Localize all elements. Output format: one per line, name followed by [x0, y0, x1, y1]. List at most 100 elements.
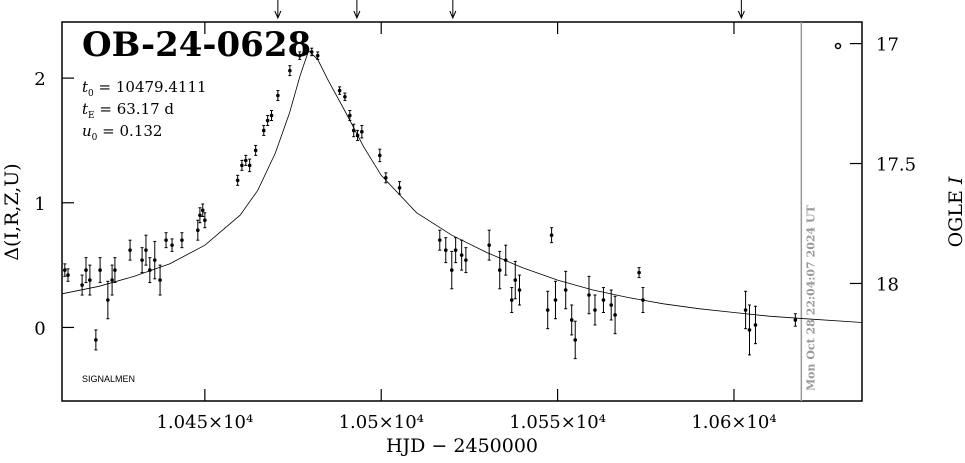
data-point [253, 148, 258, 153]
model-curve [61, 49, 863, 323]
data-point [152, 258, 157, 262]
data-point [464, 258, 468, 262]
data-point [355, 133, 360, 138]
param-symbol: u [82, 122, 92, 140]
data-point [613, 313, 617, 317]
param-value: = 63.17 d [95, 100, 175, 118]
data-point [747, 328, 752, 332]
data-point [503, 258, 508, 262]
param-subscript: E [88, 111, 95, 121]
data-point [641, 298, 645, 302]
y-tick-label: 0 [34, 318, 45, 339]
data-point [276, 93, 280, 98]
data-point [513, 278, 518, 282]
param-text: u0 = 0.132 [82, 122, 162, 143]
x-tick-label: 1.055×10⁴ [509, 412, 606, 433]
data-point [637, 270, 641, 275]
event-arrow [353, 0, 361, 20]
data-point [309, 50, 314, 54]
data-point [110, 278, 114, 282]
data-point [164, 238, 168, 242]
y2-axis-label: OGLE I [945, 176, 965, 247]
data-point [743, 308, 748, 312]
data-point [288, 68, 292, 73]
corner-marker [834, 42, 842, 50]
data-point [337, 88, 342, 93]
data-point [315, 53, 320, 58]
data-point [378, 153, 382, 158]
plot-frame [61, 21, 863, 402]
param-symbol: t [82, 100, 89, 118]
data-point [203, 218, 207, 223]
data-point [140, 258, 144, 262]
data-point [549, 233, 554, 237]
data-point [553, 298, 558, 302]
data-point [66, 273, 70, 277]
chart-title: OB-24-0628 [82, 25, 311, 65]
data-point [563, 288, 568, 292]
data-point [113, 268, 117, 272]
data-point [63, 268, 67, 272]
data-point [240, 163, 244, 168]
data-point [609, 303, 614, 307]
data-point [297, 53, 302, 58]
data-point [158, 278, 162, 282]
data-point [243, 158, 248, 163]
data-point [593, 308, 597, 312]
data-point [348, 113, 352, 118]
data-point [587, 293, 591, 297]
param-value: = 0.132 [97, 122, 162, 140]
data-point [343, 95, 347, 99]
footnote: SIGNALMEN [82, 374, 135, 384]
data-point [247, 163, 252, 168]
data-point [170, 243, 174, 247]
param-subscript: 0 [88, 89, 94, 99]
x-tick-label: 1.05×10⁴ [339, 412, 424, 433]
y-tick-label: 1 [34, 194, 45, 215]
y2-axis-label-symbol: I [945, 176, 965, 185]
data-point [180, 238, 184, 242]
data-point [753, 323, 758, 327]
data-point [497, 268, 502, 272]
event-arrow [274, 0, 282, 20]
data-point [793, 318, 798, 322]
data-point [360, 129, 364, 134]
data-point [98, 268, 102, 272]
data-point [265, 118, 270, 123]
data-point [200, 208, 205, 213]
param-value: = 10479.4111 [94, 78, 207, 96]
param-text: t0 = 10479.4111 [82, 78, 207, 99]
data-point [144, 248, 148, 252]
data-point [128, 248, 132, 252]
data-point [94, 338, 98, 342]
data-point [545, 308, 550, 312]
data-point [80, 283, 84, 287]
data-point [487, 243, 491, 247]
data-point [148, 268, 152, 272]
data-point [517, 288, 522, 292]
x-tick-label: 1.06×10⁴ [691, 412, 776, 433]
data-point [443, 248, 448, 252]
data-point [569, 318, 574, 322]
data-point [261, 128, 266, 133]
data-point [196, 228, 200, 233]
param-text: tE = 63.17 d [82, 100, 174, 121]
data-point [601, 298, 606, 302]
x-axis-label: HJD − 2450000 [386, 435, 538, 457]
data-point [88, 278, 92, 282]
data-point [509, 298, 514, 302]
y2-tick-label: 18 [876, 274, 899, 295]
data-point [573, 338, 578, 342]
param-symbol: t [82, 78, 89, 96]
y2-tick-label: 17 [876, 35, 899, 56]
y2-tick-label: 17.5 [876, 155, 916, 176]
data-point [198, 213, 202, 218]
data-point [384, 176, 388, 180]
data-point [397, 186, 402, 190]
data-point [84, 268, 88, 272]
x-tick-label: 1.045×10⁴ [156, 412, 253, 433]
event-arrow [449, 0, 457, 20]
data-point [351, 128, 356, 133]
param-subscript: 0 [92, 133, 98, 143]
